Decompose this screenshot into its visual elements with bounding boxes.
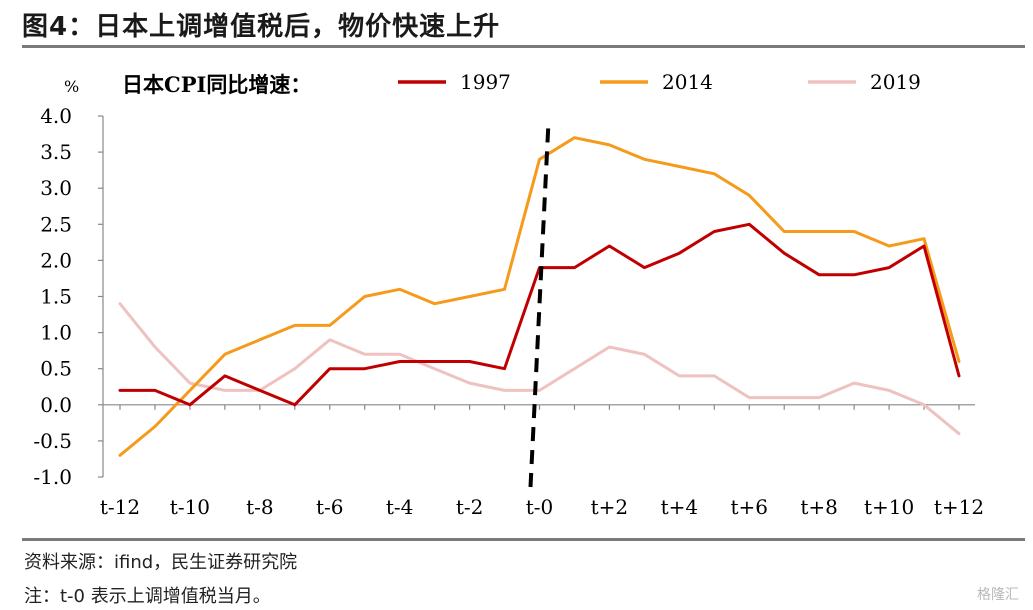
footnote: 注：t-0 表示上调增值税当月。 — [24, 586, 271, 607]
y-tick-label: 2.5 — [40, 212, 72, 236]
y-tick-label: 3.5 — [40, 140, 72, 164]
legend-title: 日本CPI同比增速： — [122, 72, 311, 97]
legend: 日本CPI同比增速： 1997 2014 2019 — [122, 70, 921, 97]
x-tick-label: t-0 — [526, 495, 554, 519]
y-tick-label: 2.0 — [40, 248, 72, 272]
source-note: 资料来源：ifind，民生证券研究院 — [24, 552, 298, 573]
footer-divider — [22, 538, 1025, 541]
x-tick-label: t+6 — [730, 495, 768, 519]
y-tick-label: -1.0 — [33, 465, 72, 489]
y-tick-label: 0.5 — [40, 357, 72, 381]
figure-title: 图4：日本上调增值税后，物价快速上升 — [22, 12, 501, 42]
y-tick-label: 3.0 — [40, 176, 72, 200]
x-tick-label: t-6 — [316, 495, 344, 519]
series-line-2014 — [118, 136, 961, 457]
x-tick-label: t+2 — [591, 495, 629, 519]
y-unit-label: % — [64, 77, 79, 96]
x-tick-labels: t-12 t-10 t-8 t-6 t-4 t-2 t-0 t+2 t+4 t+6 t+8 t+10 t… — [100, 495, 984, 519]
y-tick-label: 4.0 — [40, 104, 72, 128]
y-tick-label: 1.5 — [40, 285, 72, 309]
x-tick-label: t+12 — [934, 495, 984, 519]
x-tick-label: t-12 — [100, 495, 140, 519]
y-tick-label: 0.0 — [40, 393, 72, 417]
event-marker-line — [528, 121, 551, 488]
x-tick-label: t-10 — [170, 495, 210, 519]
x-tick-label: t-4 — [386, 495, 414, 519]
event-marker — [528, 121, 551, 488]
legend-label-2014: 2014 — [662, 70, 713, 94]
watermark-logo: 格隆汇 — [977, 587, 1019, 603]
y-tick-label: -0.5 — [33, 429, 72, 453]
legend-label-2019: 2019 — [870, 70, 921, 94]
chart-axes — [98, 115, 975, 478]
y-tick-label: 1.0 — [40, 321, 72, 345]
x-tick-label: t-2 — [456, 495, 484, 519]
x-tick-label: t+4 — [661, 495, 699, 519]
y-tick-labels: 4.0 3.5 3.0 2.5 2.0 1.5 1.0 0.5 0.0 -0.5 -1.0% — [33, 77, 79, 489]
title-divider — [22, 45, 1025, 48]
x-tick-label: t-8 — [246, 495, 274, 519]
x-tick-label: t+10 — [864, 495, 914, 519]
legend-label-1997: 1997 — [460, 70, 511, 94]
x-tick-label: t+8 — [800, 495, 838, 519]
